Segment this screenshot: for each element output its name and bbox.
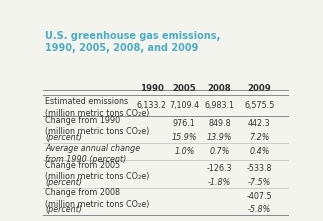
Text: 1.0%: 1.0% — [174, 147, 194, 156]
Text: 6,575.5: 6,575.5 — [244, 101, 275, 110]
Text: 7,109.4: 7,109.4 — [169, 101, 199, 110]
Text: -533.8: -533.8 — [247, 164, 272, 173]
Text: 2008: 2008 — [207, 84, 231, 93]
Text: -126.3: -126.3 — [207, 164, 232, 173]
Text: 13.9%: 13.9% — [207, 133, 232, 142]
Text: Change from 2005
(million metric tons CO₂e): Change from 2005 (million metric tons CO… — [45, 161, 150, 181]
Text: -7.5%: -7.5% — [248, 178, 271, 187]
Text: U.S. greenhouse gas emissions,
1990, 2005, 2008, and 2009: U.S. greenhouse gas emissions, 1990, 200… — [45, 31, 221, 53]
Text: -407.5: -407.5 — [246, 192, 272, 200]
Text: -1.8%: -1.8% — [208, 178, 231, 187]
Text: 976.1: 976.1 — [173, 119, 196, 128]
Text: 2005: 2005 — [172, 84, 196, 93]
Text: 6,983.1: 6,983.1 — [204, 101, 234, 110]
Text: -5.8%: -5.8% — [248, 205, 271, 214]
Text: 0.4%: 0.4% — [249, 147, 270, 156]
Text: 6,133.2: 6,133.2 — [137, 101, 167, 110]
Text: Average annual change
from 1990 (percent): Average annual change from 1990 (percent… — [45, 144, 141, 164]
Text: Change from 2008
(million metric tons CO₂e): Change from 2008 (million metric tons CO… — [45, 188, 150, 209]
Text: 0.7%: 0.7% — [209, 147, 230, 156]
Text: 849.8: 849.8 — [208, 119, 231, 128]
Text: 442.3: 442.3 — [248, 119, 271, 128]
Text: 2009: 2009 — [247, 84, 271, 93]
Text: Estimated emissions
(million metric tons CO₂e): Estimated emissions (million metric tons… — [45, 97, 150, 118]
Text: (percent): (percent) — [45, 133, 82, 142]
Text: (percent): (percent) — [45, 205, 82, 214]
Text: (percent): (percent) — [45, 178, 82, 187]
Text: 1990: 1990 — [140, 84, 164, 93]
Text: 7.2%: 7.2% — [249, 133, 270, 142]
Text: 15.9%: 15.9% — [172, 133, 197, 142]
Text: Change from 1990
(million metric tons CO₂e): Change from 1990 (million metric tons CO… — [45, 116, 150, 137]
